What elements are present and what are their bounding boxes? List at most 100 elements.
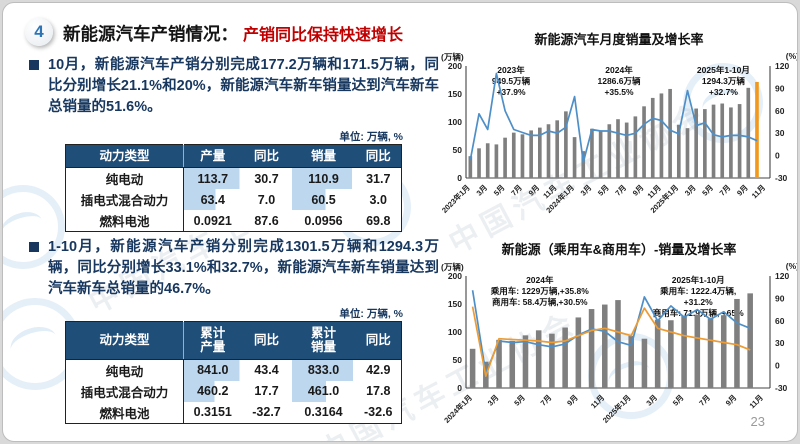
- column-header: 累计 销量: [291, 321, 356, 360]
- bullet-cumulative-text: 1-10月，新能源汽车产销分别完成1301.5万辆和1294.3万辆，同比分别增…: [48, 239, 439, 298]
- row-label: 插电式混合动力: [65, 189, 184, 211]
- page-title-main: 新能源汽车产销情况：: [63, 24, 238, 44]
- svg-text:2024年1月: 2024年1月: [442, 392, 474, 424]
- svg-text:3月: 3月: [644, 393, 659, 408]
- svg-text:2025年1月: 2025年1月: [600, 392, 632, 424]
- column-header: 产量: [183, 144, 242, 169]
- chart-title: 新能源汽车月度销量及增长率: [534, 32, 704, 47]
- axis-tick-labels: 200 150 100 50 0 120 90 60 30 0 -30: [448, 273, 790, 393]
- cell-value: 0.0956: [304, 213, 343, 228]
- cell-value: 460.2: [183, 380, 242, 402]
- row-label: 插电式混合动力: [65, 380, 184, 402]
- table-row: 纯电动 113.7 30.7 110.9 31.7: [65, 167, 402, 190]
- growth-line: [471, 290, 751, 374]
- column-header: 销量: [291, 144, 356, 169]
- svg-text:9月: 9月: [735, 183, 750, 198]
- right-axis-unit: (%): [785, 51, 798, 61]
- svg-text:90: 90: [775, 293, 785, 303]
- cell-value: 63.4: [183, 189, 242, 211]
- table-row: 燃料电池 0.3151 -32.7 0.3164 -32.6: [65, 401, 402, 424]
- svg-text:9月: 9月: [724, 393, 739, 408]
- svg-text:3月: 3月: [683, 183, 698, 198]
- row-label: 燃料电池: [65, 210, 184, 232]
- cell-value: 43.4: [254, 363, 279, 378]
- bullet-square-icon: [29, 242, 39, 252]
- cell-value: 60.5: [291, 189, 356, 211]
- svg-text:7月: 7月: [539, 393, 554, 408]
- column-header: 累计 产量: [183, 321, 242, 360]
- cell-value: 3.0: [369, 192, 387, 207]
- svg-text:100: 100: [448, 117, 462, 127]
- page-title: 新能源汽车产销情况： 产销同比保持快速增长: [63, 21, 403, 46]
- chart-title: 新能源（乘用车&商用车）-销量及增长率: [501, 242, 737, 257]
- cell-value: 31.7: [366, 171, 391, 186]
- svg-text:0: 0: [457, 383, 462, 393]
- table-row: 插电式混合动力 460.2 17.7 461.0 17.8: [65, 380, 402, 402]
- column-header: 同比: [241, 321, 292, 360]
- axis-tick-labels: 200 150 100 50 0 120 90 60 30 0 -30: [448, 63, 790, 183]
- svg-text:50: 50: [453, 355, 463, 365]
- section-number-badge: 4: [25, 18, 53, 46]
- svg-text:90: 90: [775, 83, 785, 93]
- cell-value: 0.0921: [193, 213, 232, 228]
- left-axis-unit: (万辆): [441, 52, 464, 62]
- unit-label-monthly: 单位: 万辆, %: [339, 131, 403, 143]
- bullet-october-summary: 10月，新能源汽车产销分别完成177.2万辆和171.5万辆，同比分别增长21.…: [29, 55, 439, 118]
- table-row: 燃料电池 0.0921 87.6 0.0956 69.8: [65, 210, 402, 232]
- cell-value: 461.0: [291, 380, 356, 402]
- cell-value: 30.7: [254, 171, 279, 186]
- unit-label-cumulative: 单位: 万辆, %: [339, 308, 403, 320]
- svg-text:5月: 5月: [596, 183, 611, 198]
- chart-passenger-commercial-sales-growth: 新能源（乘用车&商用车）-销量及增长率 (万辆) (%) 2024年 乘用车: …: [439, 239, 798, 437]
- table-header-row: 动力类型 累计 产量 同比 累计 销量 同比: [65, 321, 402, 360]
- chart-plot-area: 2024年 乘用车: 1229万辆,+35.8% 商用车: 58.4万辆,+30…: [439, 273, 797, 441]
- svg-text:5月: 5月: [700, 183, 715, 198]
- svg-text:30: 30: [775, 338, 785, 348]
- cell-value: 110.9: [291, 167, 356, 190]
- svg-text:50: 50: [453, 145, 463, 155]
- chart-svg: 200 150 100 50 0 120 90 60 30 0 -30 2024年1月 3月 5月 7月 9月…: [442, 273, 790, 425]
- page-title-accent: 产销同比保持快速增长: [243, 27, 404, 44]
- svg-text:11月: 11月: [750, 183, 767, 200]
- svg-text:2023年1月: 2023年1月: [439, 182, 471, 214]
- svg-text:0: 0: [775, 361, 780, 371]
- row-label: 燃料电池: [65, 401, 184, 424]
- column-header: 动力类型: [65, 144, 184, 169]
- right-axis-unit: (%): [785, 261, 798, 271]
- cell-value: 17.7: [254, 384, 279, 399]
- svg-text:11月: 11月: [589, 393, 606, 410]
- cell-value: 42.9: [366, 363, 391, 378]
- table-body: 纯电动 113.7 30.7 110.9 31.7 插电式混合动力 63.4 7.0 60.5 3…: [65, 167, 402, 232]
- table-row: 插电式混合动力 63.4 7.0 60.5 3.0: [65, 189, 402, 211]
- bullet-october-text: 10月，新能源汽车产销分别完成177.2万辆和171.5万辆，同比分别增长21.…: [48, 57, 439, 116]
- cell-value: 7.0: [257, 192, 276, 207]
- svg-text:30: 30: [775, 128, 785, 138]
- svg-text:3月: 3月: [579, 183, 594, 198]
- svg-text:-30: -30: [775, 383, 788, 393]
- bullet-cumulative-summary: 1-10月，新能源汽车产销分别完成1301.5万辆和1294.3万辆，同比分别增…: [29, 237, 439, 300]
- svg-text:3月: 3月: [486, 393, 501, 408]
- cell-value: -32.7: [252, 405, 281, 420]
- svg-text:7月: 7月: [718, 183, 733, 198]
- column-header: 同比: [241, 144, 292, 169]
- svg-text:5月: 5月: [512, 393, 527, 408]
- cell-value: 841.0: [183, 359, 242, 381]
- cumulative-production-sales-table: 动力类型 累计 产量 同比 累计 销量 同比 纯电动 841.0 43.4 833.0 42.9…: [65, 321, 402, 424]
- table-header-row: 动力类型 产量 同比 销量 同比: [65, 144, 402, 169]
- monthly-production-sales-table: 动力类型 产量 同比 销量 同比 纯电动 113.7 30.7 110.9 31.7 插电式混合动…: [65, 144, 402, 233]
- svg-text:5月: 5月: [671, 393, 686, 408]
- page-number: 23: [750, 414, 765, 429]
- sales-bars: [468, 81, 759, 178]
- cell-value: -32.6: [364, 405, 393, 420]
- bullet-square-icon: [29, 60, 39, 70]
- svg-text:200: 200: [448, 63, 462, 71]
- row-label: 纯电动: [65, 167, 184, 190]
- cell-value: 69.8: [366, 213, 391, 228]
- svg-text:9月: 9月: [631, 183, 646, 198]
- svg-text:0: 0: [775, 151, 780, 161]
- svg-text:0: 0: [457, 173, 462, 183]
- svg-text:200: 200: [448, 273, 462, 281]
- svg-text:150: 150: [448, 299, 462, 309]
